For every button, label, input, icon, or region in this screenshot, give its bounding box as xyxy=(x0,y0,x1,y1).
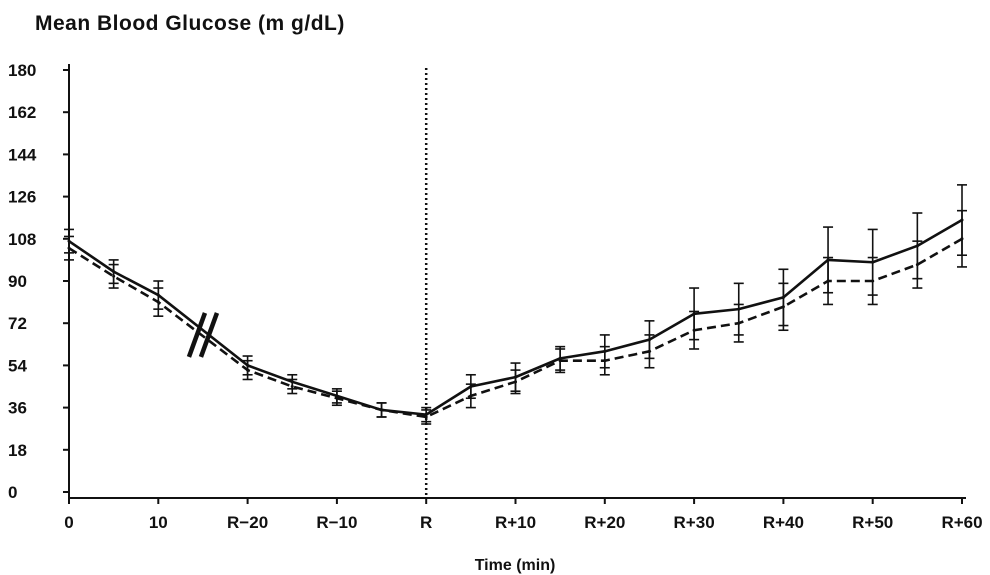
data-point xyxy=(737,321,741,325)
data-point xyxy=(514,380,517,384)
y-tick-label: 180 xyxy=(8,61,36,80)
axis-break-mark xyxy=(186,312,220,358)
data-point xyxy=(67,246,71,250)
data-point xyxy=(156,300,160,304)
data-point xyxy=(915,263,919,267)
data-point xyxy=(469,394,473,398)
y-tick-label: 36 xyxy=(8,399,27,418)
break-slash xyxy=(186,312,208,358)
data-point xyxy=(826,279,830,283)
y-tick-label: 0 xyxy=(8,483,17,502)
x-tick-label: 10 xyxy=(149,513,168,532)
series-layer xyxy=(64,184,967,425)
data-point xyxy=(424,415,428,419)
x-tick-label: 0 xyxy=(64,513,73,532)
y-tick-label: 126 xyxy=(8,188,36,207)
x-tick-label: R+20 xyxy=(584,513,625,532)
x-tick-label: R+40 xyxy=(763,513,804,532)
data-point xyxy=(290,385,294,388)
series-line-dashed xyxy=(68,237,963,419)
x-tick-label: R xyxy=(420,513,432,532)
y-tick-label: 54 xyxy=(8,356,27,375)
data-point xyxy=(603,359,607,363)
chart-title: Mean Blood Glucose (m g/dL) xyxy=(35,12,345,35)
data-point xyxy=(871,279,875,283)
x-tick-label: R+30 xyxy=(674,513,715,532)
data-point xyxy=(781,305,785,309)
y-tick-label: 144 xyxy=(8,145,37,164)
x-tick-label: R−10 xyxy=(316,513,357,532)
y-tick-label: 162 xyxy=(8,103,36,122)
x-tick-label: R+60 xyxy=(941,513,982,532)
x-axis-ticks: 0 10 R−20 R−10 R R+10 R+20 R+30 R+40 R+50 R+60 xyxy=(64,498,983,532)
break-slash xyxy=(198,312,220,358)
data-point xyxy=(335,396,339,400)
y-axis-ticks: 0 18 36 54 72 90 108 126 144 162 180 xyxy=(8,61,69,502)
data-point xyxy=(558,359,562,363)
data-point xyxy=(960,237,964,241)
data-point xyxy=(246,368,250,372)
y-tick-label: 90 xyxy=(8,272,27,291)
data-point xyxy=(380,408,384,412)
data-point xyxy=(647,349,651,353)
x-tick-label: R+10 xyxy=(495,513,536,532)
x-tick-label: R−20 xyxy=(227,513,268,532)
y-tick-label: 18 xyxy=(8,441,27,460)
data-point xyxy=(112,274,116,278)
series-line-solid xyxy=(68,218,963,416)
y-tick-label: 108 xyxy=(8,230,36,249)
data-point xyxy=(692,328,696,332)
x-axis-label: Time (min) xyxy=(475,557,556,574)
y-tick-label: 72 xyxy=(8,314,27,333)
x-tick-label: R+50 xyxy=(852,513,893,532)
